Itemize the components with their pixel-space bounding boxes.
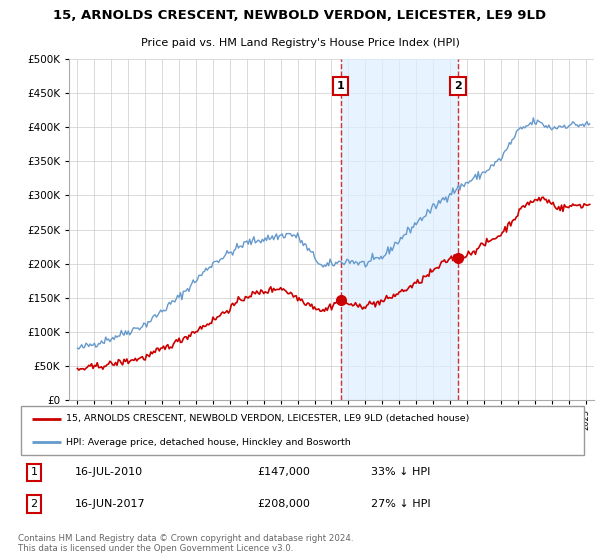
Text: 1: 1 xyxy=(337,81,344,91)
Text: 15, ARNOLDS CRESCENT, NEWBOLD VERDON, LEICESTER, LE9 9LD: 15, ARNOLDS CRESCENT, NEWBOLD VERDON, LE… xyxy=(53,9,547,22)
Text: 27% ↓ HPI: 27% ↓ HPI xyxy=(371,499,431,508)
FancyBboxPatch shape xyxy=(21,406,584,455)
Text: Price paid vs. HM Land Registry's House Price Index (HPI): Price paid vs. HM Land Registry's House … xyxy=(140,38,460,48)
Text: £208,000: £208,000 xyxy=(257,499,310,508)
Text: 16-JUN-2017: 16-JUN-2017 xyxy=(75,499,146,508)
Text: HPI: Average price, detached house, Hinckley and Bosworth: HPI: Average price, detached house, Hinc… xyxy=(67,438,351,447)
Text: 15, ARNOLDS CRESCENT, NEWBOLD VERDON, LEICESTER, LE9 9LD (detached house): 15, ARNOLDS CRESCENT, NEWBOLD VERDON, LE… xyxy=(67,414,470,423)
Text: 2: 2 xyxy=(31,499,38,508)
Text: £147,000: £147,000 xyxy=(257,468,310,478)
Bar xyxy=(341,59,458,400)
Text: Contains HM Land Registry data © Crown copyright and database right 2024.
This d: Contains HM Land Registry data © Crown c… xyxy=(18,534,353,553)
Text: 2: 2 xyxy=(454,81,462,91)
Text: 1: 1 xyxy=(31,468,37,478)
Text: 33% ↓ HPI: 33% ↓ HPI xyxy=(371,468,431,478)
Text: 16-JUL-2010: 16-JUL-2010 xyxy=(75,468,143,478)
